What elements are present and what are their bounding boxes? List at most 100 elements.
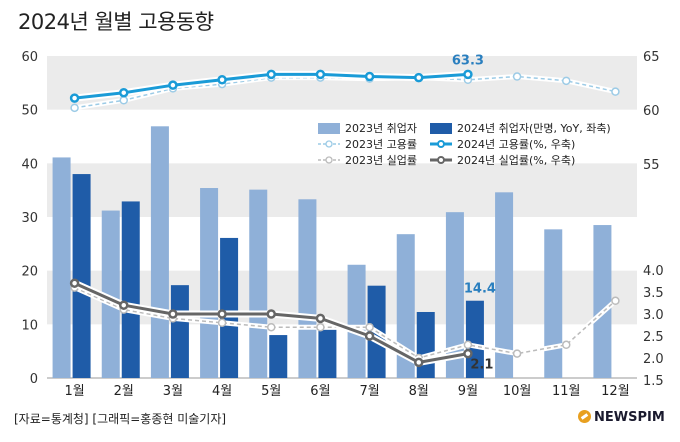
right-lower-tick-label: 3.0 — [643, 308, 664, 323]
right-lower-tick-label: 4.0 — [643, 264, 664, 279]
newspim-logo: NEWSPIM — [578, 410, 665, 425]
line-point-2 — [562, 340, 571, 350]
line-point-2 — [512, 349, 522, 358]
legend-label-2: 2023년 고용률 — [345, 138, 417, 151]
right-upper-tick-label: 65 — [643, 50, 660, 65]
line-point-0 — [119, 96, 128, 105]
line-point-1 — [315, 69, 326, 80]
bar-2023-6 — [298, 199, 317, 378]
line-point-0 — [512, 72, 522, 81]
line-point-1 — [414, 72, 424, 83]
bar-2024-9 — [465, 300, 484, 378]
legend-swatch-1 — [430, 123, 452, 134]
line-point-0 — [611, 87, 620, 96]
line-point-2 — [316, 322, 325, 332]
bar-2023-4 — [200, 188, 219, 378]
left-tick-label: 20 — [21, 265, 38, 280]
background-band-1 — [47, 163, 637, 217]
chart-title: 2024년 월별 고용동향 — [18, 10, 214, 34]
month-label: 1월 — [64, 384, 84, 399]
month-label: 8월 — [409, 384, 429, 399]
line-point-3 — [69, 278, 80, 288]
annotation-employment-rate: 63.3 — [452, 53, 484, 68]
bar-2024-8 — [416, 311, 435, 378]
line-point-1 — [364, 71, 375, 82]
month-label: 5월 — [261, 384, 281, 399]
left-tick-label: 50 — [21, 104, 38, 119]
left-tick-label: 60 — [21, 50, 38, 65]
line-point-3 — [168, 309, 178, 319]
legend-label-3: 2024년 고용률(%, 우축) — [457, 138, 575, 151]
line-point-2 — [217, 318, 227, 328]
bar-2023-7 — [347, 264, 366, 378]
line-point-3 — [414, 357, 424, 368]
month-label: 7월 — [359, 384, 379, 399]
month-label: 3월 — [163, 384, 183, 399]
right-upper-tick-label: 60 — [643, 104, 660, 119]
bar-2023-9 — [445, 212, 464, 378]
line-point-2 — [463, 340, 473, 350]
bar-2024-4 — [220, 237, 239, 378]
line-point-1 — [463, 69, 473, 80]
left-tick-label: 0 — [30, 372, 38, 387]
bar-2023-10 — [495, 192, 514, 378]
line-point-2 — [365, 322, 374, 332]
left-tick-label: 40 — [21, 157, 38, 172]
bar-2024-3 — [170, 285, 189, 378]
line-point-1 — [217, 75, 227, 85]
line-point-0 — [70, 103, 79, 113]
annotation-employed: 14.4 — [464, 282, 496, 297]
right-upper-tick-label: 55 — [643, 158, 660, 173]
legend-label-1: 2024년 취업자(만명, YoY, 좌축) — [457, 122, 611, 135]
line-point-3 — [364, 331, 375, 341]
source-credit: [자료=통계청] [그래픽=홍종현 미술기자] — [14, 412, 227, 426]
bar-2023-3 — [150, 126, 169, 378]
bar-2024-2 — [121, 201, 140, 378]
bar-2023-12 — [593, 225, 612, 378]
bar-2024-6 — [318, 329, 337, 378]
month-label: 4월 — [212, 384, 232, 399]
line-point-3 — [217, 309, 227, 319]
legend-marker-2 — [325, 140, 333, 148]
line-point-1 — [119, 87, 129, 98]
line-point-1 — [266, 69, 276, 80]
bar-2023-5 — [249, 189, 268, 378]
right-lower-tick-label: 2.5 — [643, 330, 664, 345]
annotation-unemployment-rate: 2.1 — [470, 358, 493, 373]
month-label: 12월 — [601, 384, 630, 399]
line-point-1 — [168, 80, 178, 90]
month-label: 6월 — [310, 384, 330, 399]
bar-2023-2 — [101, 210, 120, 378]
line-point-2 — [267, 322, 276, 332]
bar-2023-11 — [544, 229, 563, 378]
left-tick-label: 30 — [21, 211, 38, 226]
right-lower-tick-label: 2.0 — [643, 352, 664, 367]
right-lower-tick-label: 3.5 — [643, 286, 664, 301]
line-point-0 — [562, 76, 571, 86]
right-lower-tick-label: 1.5 — [643, 374, 664, 389]
legend-marker-5 — [437, 156, 445, 164]
legend-label-0: 2023년 취업자 — [345, 122, 417, 135]
legend-label-4: 2023년 실업률 — [345, 154, 417, 167]
legend-label-5: 2024년 실업률(%, 우축) — [457, 154, 575, 167]
line-point-2 — [611, 296, 620, 306]
line-point-3 — [463, 348, 473, 359]
line-point-3 — [119, 300, 129, 310]
legend-marker-4 — [325, 156, 333, 164]
bar-2023-8 — [396, 234, 415, 378]
month-label: 9월 — [458, 384, 478, 399]
month-label: 10월 — [503, 384, 532, 399]
line-point-3 — [315, 313, 326, 324]
logo-text: NEWSPIM — [594, 410, 665, 425]
logo-mark-icon — [578, 410, 591, 423]
line-point-3 — [266, 309, 276, 319]
bar-2024-1 — [72, 174, 91, 378]
background-band-0 — [47, 56, 637, 110]
month-label: 11월 — [552, 384, 581, 399]
legend-swatch-0 — [318, 123, 340, 134]
bar-2024-5 — [269, 335, 288, 378]
month-label: 2월 — [114, 384, 134, 399]
legend-marker-3 — [437, 140, 445, 148]
